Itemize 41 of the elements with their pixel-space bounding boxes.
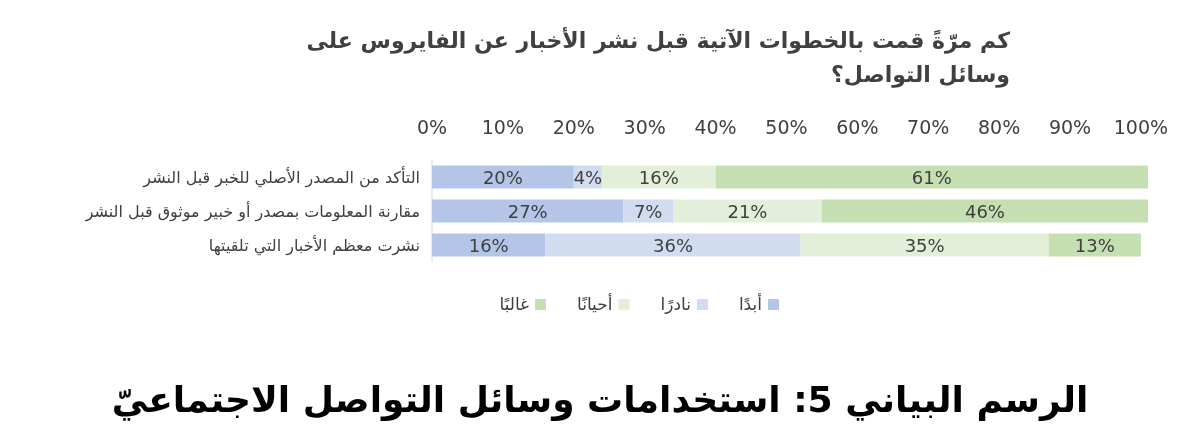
x-tick-label: 100% [1113, 116, 1169, 138]
data-label: 27% [507, 201, 548, 222]
data-label: 36% [653, 235, 694, 256]
legend-label: أبدًا [738, 293, 762, 314]
bar [602, 165, 716, 189]
data-label: 21% [727, 201, 768, 222]
data-label: 61% [911, 167, 952, 188]
bar [432, 233, 546, 257]
data-label: 13% [1074, 235, 1115, 256]
bar [821, 199, 1148, 223]
text: الرسم البياني 5: استخدامات وسائل التواصل الاجتماعيّ [111, 379, 1089, 421]
bar [432, 199, 624, 223]
x-tick-label: 0% [416, 116, 448, 138]
data-label: 16% [468, 235, 509, 256]
bar [673, 199, 822, 223]
y-tick-label: نشرت معظم الأخبار التي تلقيتها [208, 235, 420, 256]
x-tick-label: 30% [623, 116, 666, 138]
x-tick-label: 60% [836, 116, 879, 138]
x-tick-label: 10% [481, 116, 525, 138]
bar [545, 233, 801, 257]
bar [715, 165, 1148, 189]
data-label: 35% [904, 235, 945, 256]
data-label: 20% [482, 167, 523, 188]
legend-label: أحيانًا [577, 293, 613, 314]
bar [800, 233, 1049, 257]
data-label: 46% [964, 201, 1005, 222]
data-label: 16% [638, 167, 679, 188]
x-tick-label: 80% [978, 116, 1021, 138]
x-tick-label: 90% [1048, 116, 1092, 138]
y-tick-label: التأكد من المصدر الأصلي للخبر قبل النشر [142, 166, 420, 188]
data-label: 7% [633, 201, 663, 222]
data-label: 4% [573, 167, 603, 188]
x-tick-label: 40% [694, 116, 737, 138]
legend-label: غالبًا [499, 294, 530, 314]
x-tick-label: 50% [765, 116, 808, 138]
x-tick-label: 70% [907, 116, 950, 138]
title: كم مرّةً قمت بالخطوات الآتية قبل نشر الأخبار عن الفايروس على وسائل التواصل؟ [306, 28, 1010, 87]
x-tick-label: 20% [552, 116, 595, 138]
y-tick-label: مقارنة المعلومات بمصدر أو خبير موثوق قبل النشر [84, 201, 420, 222]
legend-label: نادرًا [660, 294, 691, 314]
bar [432, 165, 574, 189]
